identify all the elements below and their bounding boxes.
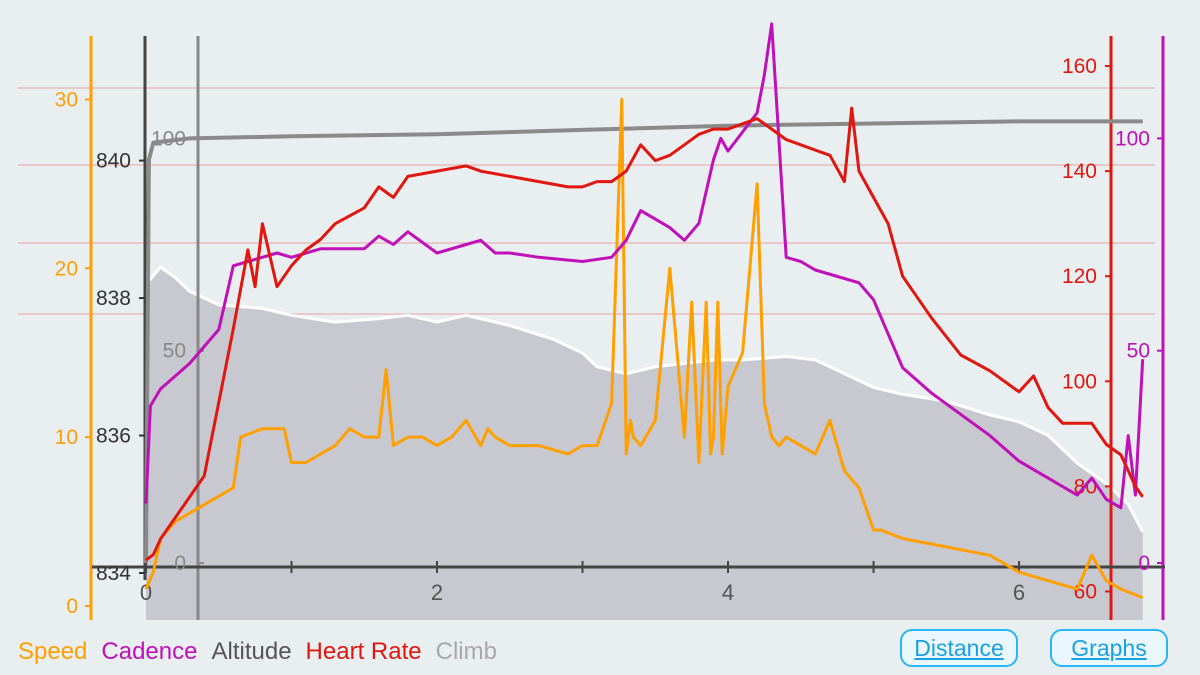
- x-tick-label: 2: [431, 580, 443, 605]
- climb-tick-label: 50: [163, 340, 186, 363]
- speed-tick-label: 10: [55, 426, 78, 449]
- chart-legend: Speed Cadence Altitude Heart Rate Climb: [18, 638, 511, 666]
- x-tick-label: 4: [722, 580, 734, 605]
- cadence-tick-label: 100: [1115, 127, 1150, 150]
- legend-item-cadence: Cadence: [101, 638, 198, 665]
- cadence-tick-label: 50: [1127, 340, 1150, 363]
- speed-tick-label: 0: [66, 595, 78, 618]
- speed-tick-label: 20: [55, 257, 78, 280]
- legend-item-heart-rate: Heart Rate: [305, 638, 422, 665]
- altitude-tick-label: 838: [96, 287, 131, 310]
- climb-tick-label: 0: [174, 552, 186, 575]
- heart-rate-series: [145, 106, 1144, 562]
- altitude-line: [144, 265, 1145, 533]
- climb-series: [144, 119, 1143, 564]
- legend-item-altitude: Altitude: [211, 638, 292, 665]
- altitude-area: [146, 267, 1143, 620]
- x-tick-label: 0: [140, 580, 152, 605]
- heartrate-tick-label: 100: [1062, 370, 1097, 393]
- speed-tick-label: 30: [55, 88, 78, 111]
- heartrate-tick-label: 60: [1074, 580, 1097, 603]
- distance-button[interactable]: Distance: [900, 629, 1018, 667]
- altitude-tick-label: 834: [96, 562, 131, 585]
- speed-series: [144, 97, 1144, 599]
- x-tick-label: 6: [1013, 580, 1025, 605]
- heartrate-tick-label: 120: [1062, 265, 1097, 288]
- altitude-tick-label: 836: [96, 425, 131, 448]
- heartrate-tick-label: 160: [1062, 55, 1097, 78]
- heartrate-tick-label: 140: [1062, 160, 1097, 183]
- cadence-series: [144, 22, 1145, 510]
- legend-item-speed: Speed: [18, 638, 88, 665]
- chart-area[interactable]: 0 2 4 6010203083483683884005010060801001201…: [0, 0, 1200, 630]
- altitude-tick-label: 840: [96, 150, 131, 173]
- legend-item-climb: Climb: [435, 638, 497, 665]
- graphs-button[interactable]: Graphs: [1050, 629, 1168, 667]
- cadence-tick-label: 0: [1138, 552, 1150, 575]
